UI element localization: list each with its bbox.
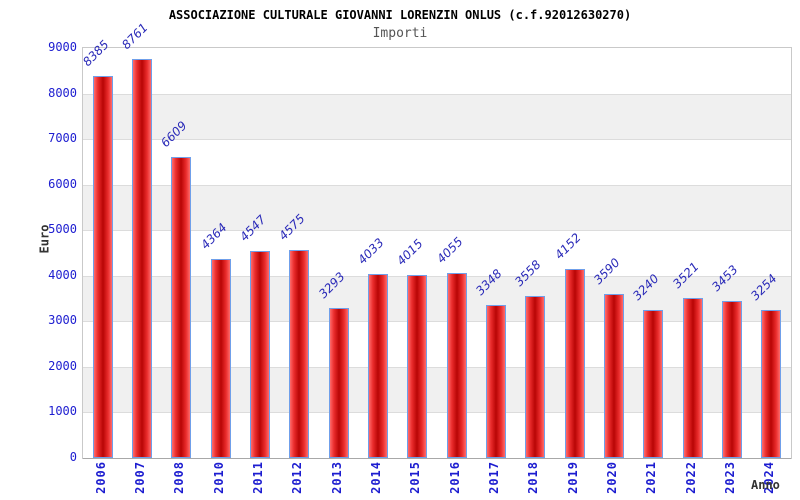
- y-tick-label: 2000: [48, 358, 77, 373]
- y-tick-label: 4000: [48, 267, 77, 282]
- x-tick-label-2007: 2007: [133, 461, 147, 494]
- x-tick-label-2015: 2015: [408, 461, 423, 494]
- y-axis-title: Euro: [37, 224, 52, 254]
- bar-2014: [368, 274, 388, 458]
- gridline: [83, 321, 791, 323]
- plot-band: [83, 139, 791, 185]
- gridline: [83, 93, 791, 95]
- plot-band: [83, 412, 791, 458]
- bar-2012: [289, 250, 310, 458]
- y-tick-label: 0: [69, 450, 77, 464]
- bar-2018: [525, 296, 546, 458]
- y-tick-label: 1000: [48, 404, 77, 419]
- plot-band: [83, 184, 791, 231]
- y-tick-label: 5000: [48, 222, 77, 237]
- bar-2023: [722, 301, 742, 458]
- plot-band: [83, 230, 791, 276]
- gridline: [83, 139, 791, 141]
- bar-2017: [486, 305, 506, 458]
- x-tick-label-2011: 2011: [251, 461, 265, 494]
- bar-2019: [564, 269, 585, 458]
- bar-2024: [761, 310, 782, 458]
- plot-band: [83, 93, 791, 140]
- bar-2013: [328, 308, 349, 458]
- gridline: [83, 412, 791, 414]
- x-tick-label-2020: 2020: [605, 461, 619, 494]
- y-tick-label: 6000: [48, 176, 77, 191]
- y-tick-label: 3000: [48, 313, 77, 328]
- x-tick-label-2023: 2023: [723, 461, 737, 494]
- x-tick-label-2010: 2010: [211, 461, 226, 494]
- bar-2011: [250, 251, 270, 458]
- x-tick-label-2021: 2021: [644, 461, 659, 494]
- bar-2010: [210, 259, 231, 458]
- x-axis-title: Anno: [751, 478, 780, 492]
- bar-2022: [682, 298, 703, 458]
- plot-area: [82, 47, 792, 459]
- y-tick-label: 9000: [48, 40, 77, 54]
- bar-2008: [171, 157, 192, 458]
- x-tick-label-2018: 2018: [526, 461, 541, 494]
- bar-2016: [446, 273, 467, 458]
- x-tick-label-2017: 2017: [487, 461, 501, 494]
- plot-band: [83, 321, 791, 367]
- x-tick-label-2019: 2019: [565, 461, 580, 494]
- bar-2007: [132, 59, 152, 458]
- bar-2020: [604, 294, 624, 458]
- bar-2021: [643, 310, 664, 458]
- plot-band: [83, 366, 791, 413]
- gridline: [83, 230, 791, 232]
- x-tick-label-2013: 2013: [329, 461, 344, 494]
- x-tick-label-2022: 2022: [683, 461, 698, 494]
- gridline: [83, 366, 791, 368]
- chart-subtitle: Importi: [372, 26, 428, 41]
- x-tick-label-2008: 2008: [172, 461, 187, 494]
- x-tick-label-2016: 2016: [447, 461, 462, 494]
- x-tick-label-2014: 2014: [369, 461, 383, 494]
- x-tick-label-2006: 2006: [93, 461, 108, 494]
- y-tick-label: 8000: [48, 85, 77, 100]
- x-axis-line: [83, 458, 791, 459]
- gridline: [83, 275, 791, 277]
- bar-2015: [407, 275, 428, 458]
- chart-title: ASSOCIAZIONE CULTURALE GIOVANNI LORENZIN…: [168, 8, 632, 22]
- plot-band: [83, 275, 791, 322]
- gridline: [83, 184, 791, 186]
- y-tick-label: 7000: [48, 131, 77, 146]
- x-tick-label-2012: 2012: [290, 461, 305, 494]
- bar-2006: [92, 76, 113, 458]
- plot-band: [83, 48, 791, 94]
